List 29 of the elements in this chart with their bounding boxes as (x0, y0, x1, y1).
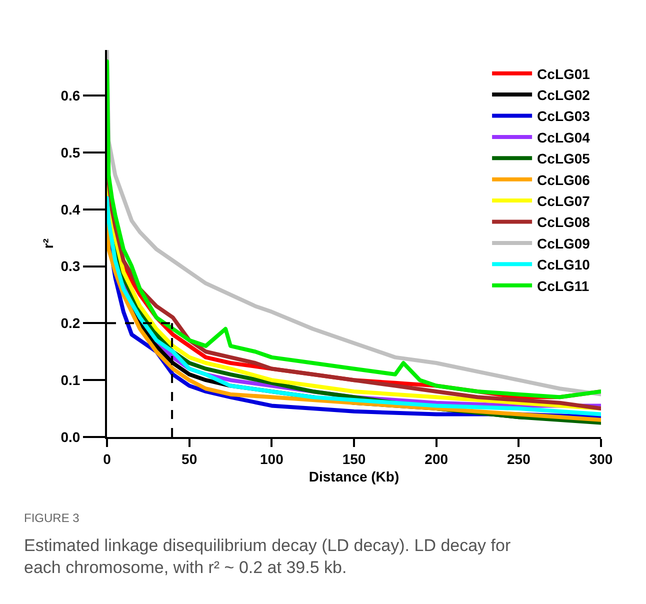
legend-label: CcLG11 (537, 278, 590, 294)
x-tick-label: 100 (260, 450, 284, 467)
x-tick-label: 50 (182, 450, 198, 467)
x-tick-label: 300 (589, 450, 613, 467)
y-tick-label: 0.1 (60, 372, 80, 388)
legend-label: CcLG10 (537, 256, 590, 273)
y-tick-label: 0.5 (60, 144, 80, 160)
text: Estimated linkage disequilibrium decay (LD decay). LD decay for each chromosome, with r² ~ 0.2 at 39.5 kb. (24, 536, 511, 578)
legend-label: CcLG07 (537, 193, 590, 209)
y-tick-label: 0.2 (60, 315, 80, 332)
x-axis-title: Distance (Kb) (308, 468, 400, 485)
legend-label: CcLG03 (537, 108, 590, 124)
y-axis-title: r² (40, 238, 56, 249)
y-tick-label: 0.0 (60, 428, 80, 445)
y-tick-label: 0.6 (60, 87, 80, 104)
legend-label: CcLG04 (537, 129, 590, 146)
x-tick-label: 0 (103, 450, 112, 467)
legend-label: CcLG06 (537, 172, 590, 188)
legend-label: CcLG08 (537, 214, 590, 230)
x-tick-label: 150 (342, 450, 366, 467)
caption: FIGURE 3 (24, 511, 80, 525)
y-tick-label: 0.3 (60, 258, 80, 274)
y-tick-label: 0.4 (60, 201, 80, 218)
legend-label: CcLG05 (537, 150, 590, 167)
x-tick-label: 250 (506, 450, 531, 467)
legend-label: CcLG09 (537, 235, 590, 252)
legend-label: CcLG02 (537, 87, 590, 103)
x-tick-label: 200 (424, 450, 448, 467)
legend-label: CcLG01 (537, 66, 590, 82)
